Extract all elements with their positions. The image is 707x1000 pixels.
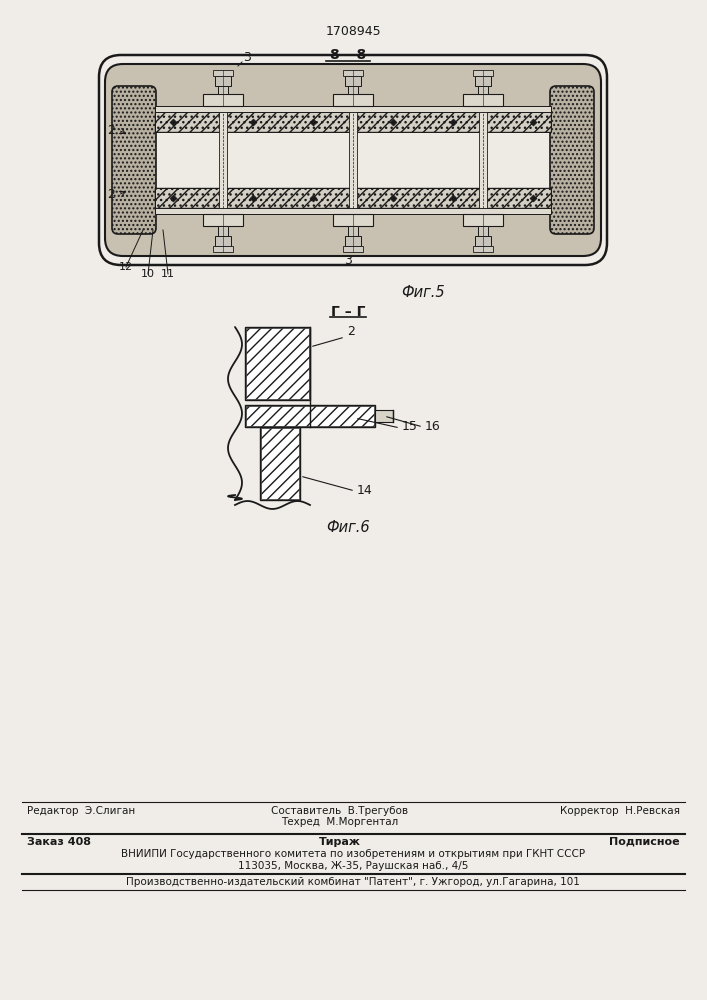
Bar <box>478 74 488 94</box>
Text: 11: 11 <box>161 269 175 279</box>
FancyBboxPatch shape <box>550 86 594 234</box>
Text: 10: 10 <box>141 269 155 279</box>
Text: Техред  М.Моргентал: Техред М.Моргентал <box>281 817 399 827</box>
Bar <box>245 405 375 427</box>
Bar <box>246 406 374 426</box>
FancyBboxPatch shape <box>105 64 601 256</box>
Bar <box>219 112 227 208</box>
Bar <box>203 214 243 226</box>
Text: Производственно-издательский комбинат "Патент", г. Ужгород, ул.Гагарина, 101: Производственно-издательский комбинат "П… <box>126 877 580 887</box>
Bar <box>203 94 243 106</box>
Bar <box>473 246 493 252</box>
Bar <box>479 112 487 208</box>
Text: 2: 2 <box>347 325 355 338</box>
Text: Фиг.6: Фиг.6 <box>326 520 370 535</box>
Text: 8 – 8: 8 – 8 <box>330 48 366 62</box>
Text: Фиг.5: Фиг.5 <box>401 285 445 300</box>
Bar <box>478 226 488 246</box>
Bar <box>345 236 361 246</box>
Bar <box>463 214 503 226</box>
Bar <box>463 94 503 106</box>
Text: Тираж: Тираж <box>319 837 361 847</box>
Text: 2: 2 <box>107 123 115 136</box>
Text: 12: 12 <box>119 262 133 272</box>
Text: Составитель  В.Трегубов: Составитель В.Трегубов <box>271 806 409 816</box>
Bar <box>218 226 228 246</box>
Bar <box>246 328 309 399</box>
Text: Редактор  Э.Слиган: Редактор Э.Слиган <box>27 806 135 816</box>
Bar <box>343 70 363 76</box>
Bar <box>345 76 361 86</box>
Bar <box>155 112 551 208</box>
FancyBboxPatch shape <box>112 86 156 234</box>
Bar <box>155 112 551 132</box>
Bar <box>155 106 551 112</box>
Text: ВНИИПИ Государственного комитета по изобретениям и открытиям при ГКНТ СССР: ВНИИПИ Государственного комитета по изоб… <box>121 849 585 859</box>
Bar <box>215 236 231 246</box>
Bar <box>475 236 491 246</box>
Bar <box>333 94 373 106</box>
Text: 3: 3 <box>344 254 352 267</box>
Bar <box>155 188 551 208</box>
Text: Заказ 408: Заказ 408 <box>27 837 91 847</box>
Text: 113035, Москва, Ж-35, Раушская наб., 4/5: 113035, Москва, Ж-35, Раушская наб., 4/5 <box>238 861 468 871</box>
Bar <box>343 246 363 252</box>
Bar <box>213 246 233 252</box>
Bar <box>155 188 551 208</box>
Text: 14: 14 <box>357 484 373 497</box>
Text: Г – Г: Г – Г <box>331 305 366 319</box>
Bar <box>155 112 551 132</box>
Bar <box>333 214 373 226</box>
Bar <box>260 427 300 500</box>
Bar <box>213 70 233 76</box>
Text: 16: 16 <box>425 420 440 433</box>
Text: 1708945: 1708945 <box>325 25 381 38</box>
Text: Корректор  Н.Ревская: Корректор Н.Ревская <box>560 806 680 816</box>
Text: Подписное: Подписное <box>609 837 680 847</box>
Text: 15: 15 <box>402 420 418 433</box>
Bar <box>475 76 491 86</box>
Bar <box>348 226 358 246</box>
Bar <box>375 410 393 422</box>
Bar <box>155 208 551 214</box>
Bar <box>261 428 299 499</box>
Bar <box>215 76 231 86</box>
Bar <box>218 74 228 94</box>
Text: 2: 2 <box>107 188 115 202</box>
Bar <box>349 112 357 208</box>
Bar <box>473 70 493 76</box>
Text: 3: 3 <box>243 51 251 64</box>
Bar <box>245 327 310 400</box>
Bar <box>348 74 358 94</box>
